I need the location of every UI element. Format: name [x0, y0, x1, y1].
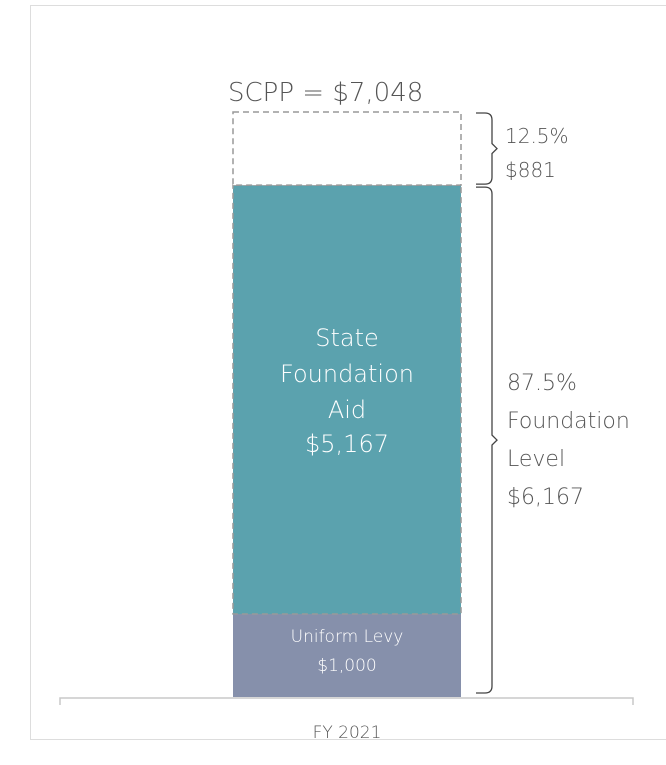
segment-name: State Foundation Aid — [280, 323, 414, 424]
annotation: Foundation — [507, 409, 630, 435]
data-label: $5,167 — [305, 429, 389, 458]
data-label: $881 — [505, 158, 556, 182]
x-tick-label: FY 2021 — [312, 723, 382, 743]
x-axis — [59, 697, 634, 705]
chart-title: SCPP = $7,048 — [228, 78, 424, 108]
bar-segment — [233, 613, 461, 697]
segment-name: Uniform Levy — [290, 627, 404, 648]
bracket — [476, 186, 498, 694]
annotation: Level — [507, 447, 566, 473]
bar-segment — [232, 184, 462, 615]
bar-segment — [232, 111, 462, 186]
annotation: $6,167 — [507, 485, 584, 511]
annotation: 12.5% — [505, 124, 569, 148]
bracket — [476, 112, 498, 185]
annotation: 87.5% — [507, 371, 577, 397]
data-label: $1,000 — [317, 656, 377, 677]
